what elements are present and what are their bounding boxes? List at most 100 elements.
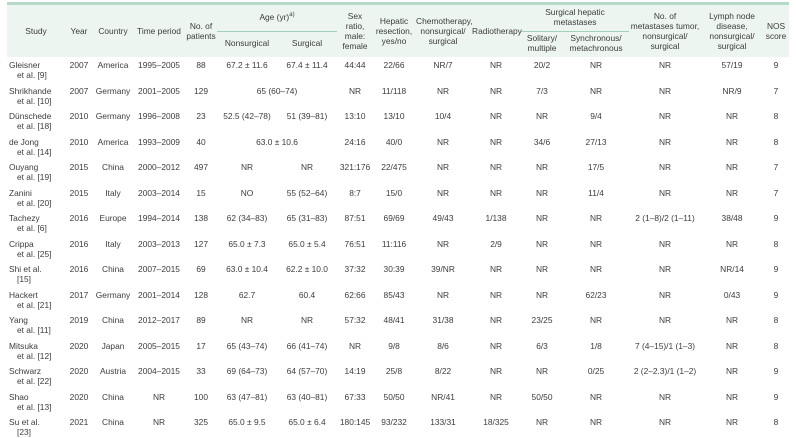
data-cell: 62.2 ± 10.0 bbox=[286, 264, 328, 274]
data-cell: 9/4 bbox=[590, 111, 602, 121]
col-group-surgical-hepatic-metastases: Surgical hepatic metastases bbox=[521, 3, 630, 32]
data-cell: 15/0 bbox=[385, 187, 403, 198]
data-cell: 31/38 bbox=[432, 315, 454, 325]
data-cell: Italy bbox=[105, 187, 121, 198]
data-cell: 69/69 bbox=[383, 213, 405, 223]
data-cell: 65 (60–74) bbox=[256, 85, 298, 96]
data-cell: 52.5 (42–78) bbox=[223, 111, 271, 121]
data-cell: NR bbox=[300, 315, 314, 325]
data-cell: NR bbox=[489, 340, 503, 351]
data-cell: 25/8 bbox=[385, 366, 403, 376]
data-cell: NR bbox=[725, 340, 739, 351]
study-name-line2: et al. [14] bbox=[17, 146, 52, 157]
data-cell: 15 bbox=[196, 187, 206, 198]
data-cell: NR bbox=[535, 111, 549, 121]
data-cell: 2 (2–2.3)/1 (1–2) bbox=[633, 366, 697, 376]
data-cell: 2016 bbox=[69, 264, 89, 274]
data-cell: 7/3 bbox=[536, 85, 548, 96]
data-cell: America bbox=[97, 60, 129, 70]
data-cell: 9 bbox=[773, 366, 779, 376]
data-cell: 9/8 bbox=[388, 340, 400, 351]
data-cell: NR bbox=[535, 213, 549, 223]
data-cell: 2001–2005 bbox=[138, 85, 180, 96]
data-cell: 2016 bbox=[69, 238, 89, 249]
data-cell: 180:145 bbox=[339, 417, 371, 427]
col-header-nos-score: NOS score bbox=[763, 3, 790, 57]
table-row: Crippa et al. [25] 2016 Italy 2003–2013 127 65… bbox=[7, 236, 789, 262]
data-cell: 2007 bbox=[69, 60, 89, 70]
data-cell: 9 bbox=[773, 391, 779, 402]
data-cell: 7 bbox=[773, 187, 779, 198]
study-cell: de Jong et al. [14] bbox=[7, 134, 65, 160]
data-cell: NR bbox=[240, 162, 254, 172]
data-cell: 23 bbox=[196, 111, 206, 121]
data-cell: 88 bbox=[196, 60, 206, 70]
data-cell: Germany bbox=[95, 111, 131, 121]
data-cell: 2017 bbox=[69, 289, 89, 300]
data-cell: 63 (40–81) bbox=[286, 391, 328, 402]
data-cell: 497 bbox=[194, 162, 208, 172]
study-cell: Mitsuka et al. [12] bbox=[7, 338, 65, 364]
data-cell: 27/13 bbox=[585, 136, 607, 147]
study-cell: Ouyang et al. [19] bbox=[7, 159, 65, 185]
study-cell: Yang et al. [11] bbox=[7, 312, 65, 338]
data-cell: 18/325 bbox=[483, 417, 509, 427]
data-cell: NR bbox=[240, 315, 254, 325]
study-name-line1: Dünschede bbox=[9, 111, 52, 121]
studies-table: Study Year Country Time period No. of pa… bbox=[7, 2, 790, 438]
data-cell: 1/8 bbox=[590, 340, 602, 351]
data-cell: 65.0 ± 5.4 bbox=[288, 238, 326, 249]
data-cell: 2005–2015 bbox=[138, 340, 180, 351]
data-cell: 9 bbox=[773, 60, 779, 70]
study-name-line2: et al. [22] bbox=[17, 376, 52, 387]
data-cell: NR bbox=[589, 315, 603, 325]
data-cell: 2012–2017 bbox=[138, 315, 180, 325]
data-cell: 2003–2014 bbox=[138, 187, 180, 198]
data-cell: 129 bbox=[194, 85, 208, 96]
data-cell: 2 (1–8)/2 (1–11) bbox=[635, 213, 695, 223]
data-cell: NR bbox=[725, 315, 739, 325]
study-cell: Tachezy et al. [6] bbox=[7, 210, 65, 236]
study-name-line2: et al. [12] bbox=[17, 350, 52, 361]
data-cell: 85/43 bbox=[383, 289, 405, 300]
data-cell: NR/9 bbox=[722, 85, 742, 96]
data-cell: NR/14 bbox=[720, 264, 744, 274]
data-cell: NR bbox=[589, 213, 603, 223]
data-cell: NR bbox=[725, 417, 739, 427]
data-cell: 87:51 bbox=[344, 213, 366, 223]
data-cell: NR bbox=[658, 187, 672, 198]
data-cell: 127 bbox=[194, 238, 208, 249]
study-name-line2: et al. [10] bbox=[17, 95, 52, 106]
data-cell: 22/475 bbox=[381, 162, 407, 172]
study-name-line1: Hackert bbox=[9, 289, 38, 300]
data-cell: NR bbox=[725, 136, 739, 147]
study-cell: Shi et al. [15] bbox=[7, 261, 65, 287]
data-cell: NR bbox=[589, 85, 603, 96]
data-cell: 62 (34–83) bbox=[226, 213, 268, 223]
data-cell: NR bbox=[658, 289, 672, 300]
data-cell: 39/NR bbox=[431, 264, 455, 274]
data-cell: NR bbox=[725, 238, 739, 249]
data-cell: NR bbox=[658, 264, 672, 274]
data-cell: 11/118 bbox=[381, 85, 407, 96]
col-header-lymph-node: Lymph node disease, nonsurgical/ surgica… bbox=[701, 3, 764, 57]
col-header-hepatic-resection: Hepatic resection, yes/no bbox=[373, 3, 416, 57]
table-row: Shrikhande et al. [10] 2007 Germany 2001–200… bbox=[7, 83, 789, 109]
study-name-line2: et al. [21] bbox=[17, 299, 52, 310]
data-cell: NR bbox=[489, 391, 503, 402]
data-cell: 1995–2005 bbox=[138, 60, 180, 70]
data-cell: 62.7 bbox=[238, 289, 256, 300]
data-cell: NR bbox=[535, 366, 549, 376]
data-cell: NR bbox=[658, 238, 672, 249]
data-cell: 2007–2015 bbox=[138, 264, 180, 274]
data-cell: 8/6 bbox=[437, 340, 449, 351]
study-name-line1: de Jong bbox=[9, 136, 39, 147]
data-cell: Italy bbox=[105, 238, 121, 249]
data-cell: 2016 bbox=[69, 213, 89, 223]
study-name-line1: Zanini bbox=[9, 187, 32, 198]
col-group-age: Age (yr)a) bbox=[217, 3, 338, 32]
data-cell: NR bbox=[436, 289, 450, 300]
col-header-time-period: Time period bbox=[133, 3, 185, 57]
data-cell: NR bbox=[589, 264, 603, 274]
data-cell: 2020 bbox=[69, 391, 89, 402]
